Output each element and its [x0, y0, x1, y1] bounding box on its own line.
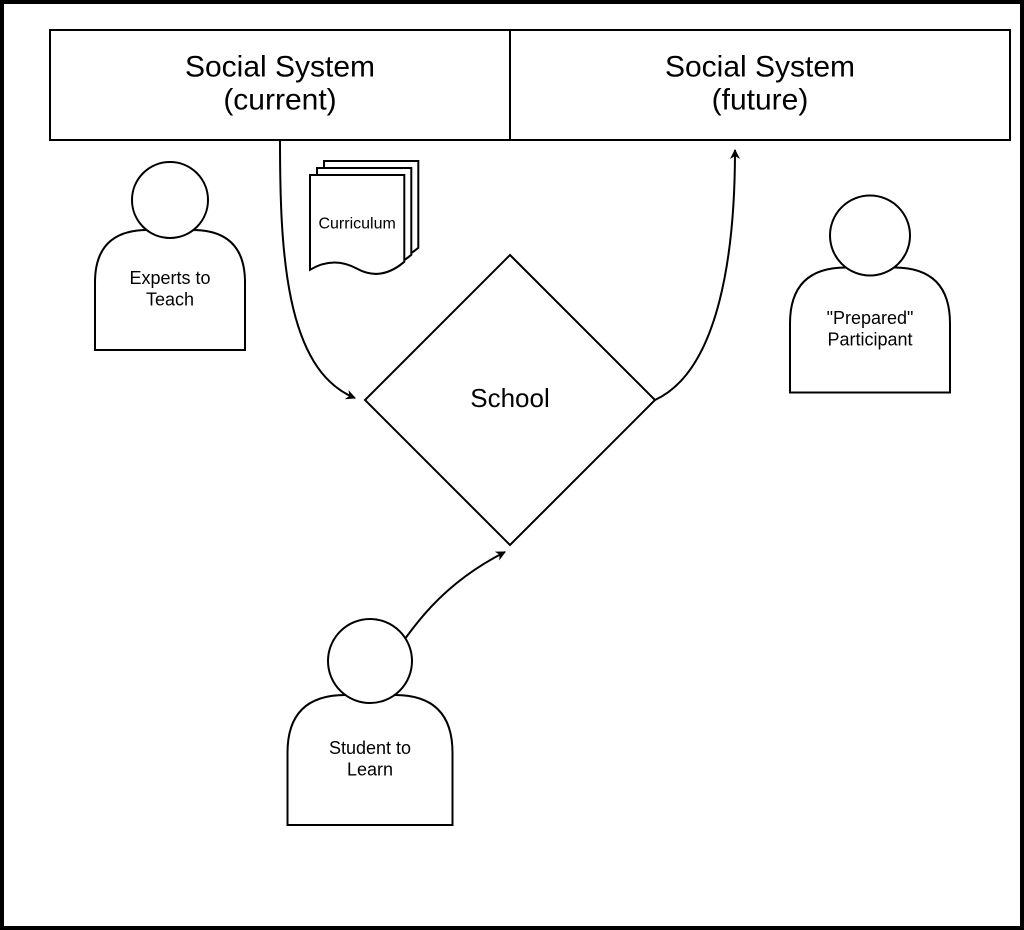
social_future-label2: (future): [712, 83, 809, 116]
node-curriculum: Curriculum: [310, 161, 418, 274]
curriculum-label: Curriculum: [318, 216, 395, 233]
experts-label2: Teach: [146, 290, 194, 310]
prepared-label1: "Prepared": [827, 308, 914, 328]
diagram-canvas: Social System(current)Social System(futu…: [0, 0, 1024, 930]
node-experts: Experts toTeach: [95, 162, 245, 350]
social_current-label1: Social System: [185, 50, 375, 83]
edge-school_to_future: [655, 150, 735, 400]
student-label1: Student to: [329, 738, 411, 758]
student-label2: Learn: [347, 760, 393, 780]
social_current-label2: (current): [223, 83, 336, 116]
node-social_current: Social System(current): [50, 30, 510, 140]
prepared-label2: Participant: [827, 330, 912, 350]
node-prepared: "Prepared"Participant: [790, 196, 950, 393]
node-school: School: [365, 255, 655, 545]
experts-label1: Experts to: [129, 268, 210, 288]
node-social_future: Social System(future): [510, 30, 1010, 140]
diagram-svg: Social System(current)Social System(futu…: [0, 0, 1024, 930]
node-student: Student toLearn: [288, 619, 453, 825]
social_future-label1: Social System: [665, 50, 855, 83]
school-label: School: [470, 383, 550, 413]
